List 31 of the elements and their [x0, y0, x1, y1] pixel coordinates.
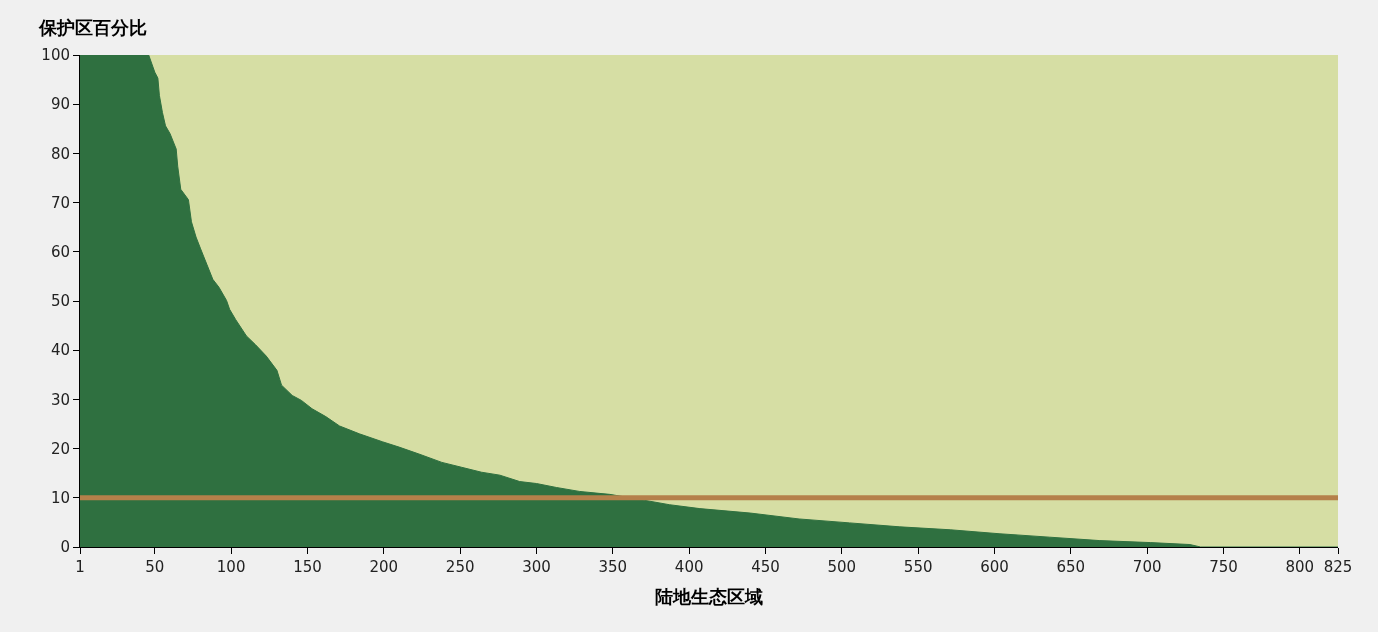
y-tick-label: 10	[50, 489, 70, 508]
x-tick-label: 825	[1323, 558, 1353, 576]
x-axis-title: 陆地生态区域	[655, 586, 763, 608]
y-tick-label: 80	[50, 144, 70, 163]
x-tick-label: 1	[75, 558, 85, 576]
x-tick-label: 150	[293, 558, 322, 576]
x-tick-label: 550	[903, 558, 933, 576]
x-tick-label: 650	[1056, 558, 1086, 576]
x-tick-label: 400	[674, 558, 704, 576]
y-axis-title: 保护区百分比	[38, 17, 147, 38]
x-tick-label: 200	[369, 558, 399, 576]
x-tick-label: 250	[445, 558, 475, 576]
x-tick-label: 350	[598, 558, 628, 576]
y-tick-label: 70	[50, 193, 70, 212]
x-tick-label: 300	[522, 558, 551, 576]
x-tick-label: 700	[1132, 558, 1162, 576]
y-tick-label: 90	[50, 95, 70, 114]
y-tick-label: 60	[50, 243, 70, 262]
x-tick-label: 600	[980, 558, 1009, 576]
x-tick-label: 50	[145, 558, 165, 576]
y-tick-label: 50	[50, 292, 70, 311]
x-tick-label: 800	[1285, 558, 1315, 576]
y-tick-label: 20	[50, 439, 70, 458]
x-tick-label: 750	[1209, 558, 1238, 576]
x-tick-label: 500	[827, 558, 857, 576]
x-tick-label: 450	[751, 558, 780, 576]
x-tick-label: 100	[216, 558, 246, 576]
y-tick-label: 40	[50, 341, 70, 360]
y-tick-label: 100	[41, 46, 70, 65]
y-tick-label: 30	[50, 390, 70, 409]
y-tick-label: 0	[60, 538, 70, 557]
